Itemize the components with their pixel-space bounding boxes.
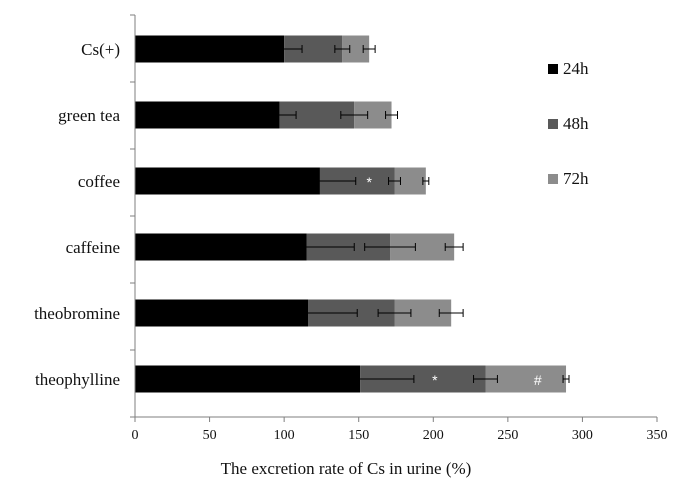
category-label-3: caffeine bbox=[66, 238, 120, 257]
axes-layer: Cs(+) green tea coffee caffeine theobromine t… bbox=[34, 14, 668, 443]
bar-24h-1 bbox=[135, 101, 280, 129]
legend-label-48h: 48h bbox=[563, 114, 589, 133]
annotation-72h-5: # bbox=[534, 372, 542, 388]
legend: 24h 48h 72h bbox=[548, 59, 589, 188]
x-tick-label-6: 300 bbox=[572, 428, 593, 443]
legend-label-72h: 72h bbox=[563, 169, 589, 188]
annotation-48h-5: * bbox=[432, 372, 438, 388]
x-tick-label-1: 50 bbox=[203, 428, 217, 443]
legend-label-24h: 24h bbox=[563, 59, 589, 78]
x-tick-label-3: 150 bbox=[348, 428, 369, 443]
error-bars-layer bbox=[258, 45, 570, 383]
x-tick-label-2: 100 bbox=[274, 428, 295, 443]
category-label-2: coffee bbox=[78, 172, 120, 191]
bar-24h-0 bbox=[135, 35, 285, 63]
annotations-layer: * * # bbox=[366, 174, 541, 388]
x-tick-label-0: 0 bbox=[132, 428, 139, 443]
x-axis-title: The excretion rate of Cs in urine (%) bbox=[221, 459, 472, 478]
category-label-4: theobromine bbox=[34, 304, 120, 323]
category-label-1: green tea bbox=[58, 106, 120, 125]
legend-swatch-48h bbox=[548, 119, 558, 129]
x-tick-label-4: 200 bbox=[423, 428, 444, 443]
bars-layer bbox=[135, 35, 567, 393]
bar-72h-5 bbox=[485, 365, 567, 393]
category-label-5: theophylline bbox=[35, 370, 120, 389]
x-tick-label-7: 350 bbox=[647, 428, 668, 443]
category-label-0: Cs(+) bbox=[81, 40, 120, 59]
legend-swatch-72h bbox=[548, 174, 558, 184]
x-tick-label-5: 250 bbox=[497, 428, 518, 443]
legend-swatch-24h bbox=[548, 64, 558, 74]
annotation-48h-2: * bbox=[366, 174, 372, 190]
